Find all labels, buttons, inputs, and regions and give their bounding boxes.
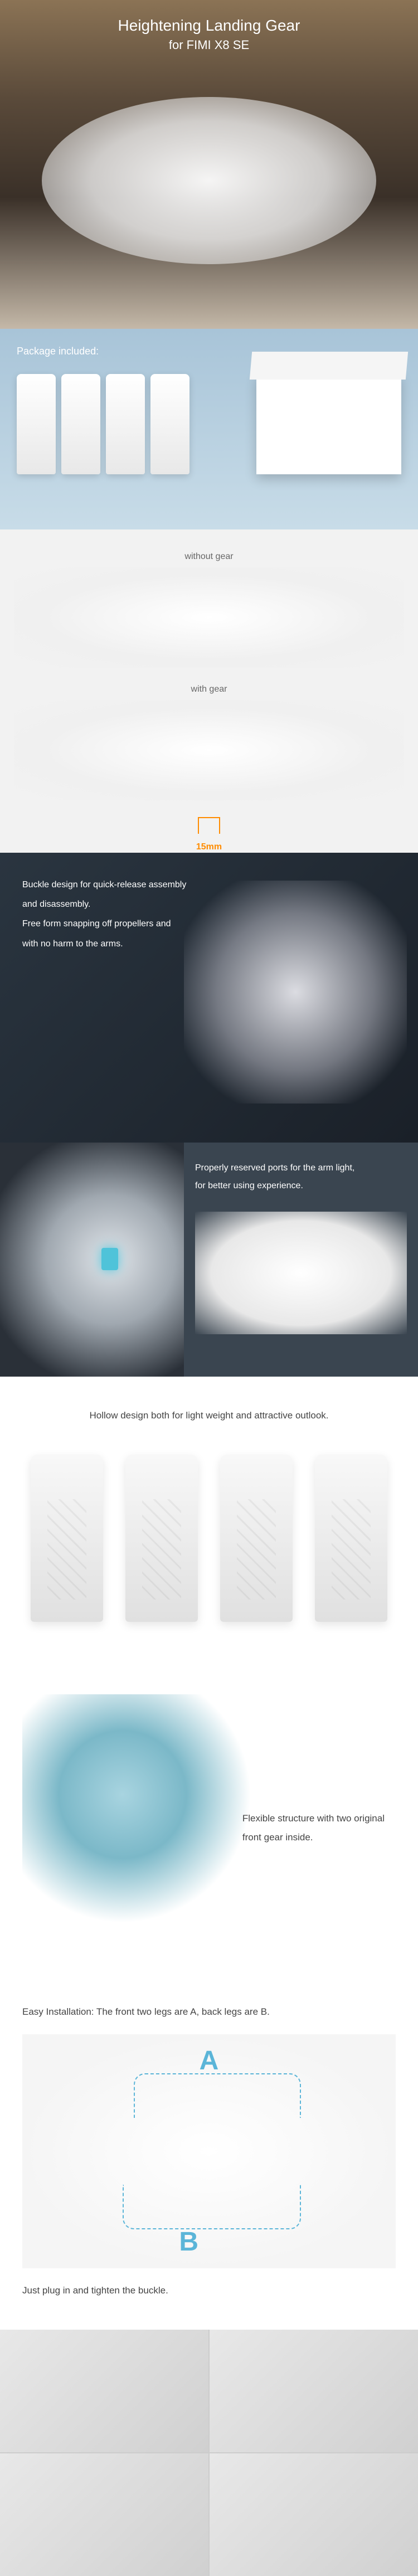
ports-right-panel: Properly reserved ports for the arm ligh… — [184, 1143, 418, 1377]
hero-drone-image — [42, 97, 376, 264]
hollow-caption: Hollow design both for light weight and … — [22, 1410, 396, 1421]
package-box-image — [256, 374, 401, 474]
ports-section: Properly reserved ports for the arm ligh… — [0, 1143, 418, 1377]
arm-light-indicator — [101, 1248, 118, 1270]
arrow-a-line — [134, 2073, 301, 2118]
with-gear-label: with gear — [11, 684, 407, 694]
install-photo-4 — [210, 2453, 418, 2576]
installation-photo-grid — [0, 2330, 418, 2576]
height-value: 15mm — [11, 842, 407, 852]
installation-section: Easy Installation: The front two legs ar… — [0, 1984, 418, 2330]
marker-a-label: A — [200, 2045, 219, 2076]
arm-light-closeup-image — [0, 1143, 184, 1377]
flexible-line: front gear inside. — [242, 1828, 385, 1847]
hero-subtitle: for FIMI X8 SE — [169, 38, 249, 52]
hollow-leg-image — [125, 1455, 198, 1622]
hollow-legs-group — [22, 1455, 396, 1622]
comparison-section: without gear with gear 15mm Effective he… — [0, 529, 418, 853]
arrow-b-line — [123, 2185, 301, 2229]
drone-with-gear-image — [14, 700, 404, 800]
hollow-leg-image — [315, 1455, 387, 1622]
landing-legs-group — [17, 374, 189, 474]
install-caption: Easy Installation: The front two legs ar… — [22, 2006, 396, 2018]
package-items — [17, 374, 401, 474]
drone-without-gear-image — [14, 567, 404, 668]
ports-line: for better using experience. — [195, 1177, 407, 1195]
install-photo-1 — [0, 2330, 208, 2452]
landing-leg-image — [150, 374, 189, 474]
marker-b-label: B — [179, 2227, 198, 2257]
buckle-closeup-image — [184, 881, 407, 1104]
landing-leg-image — [106, 374, 145, 474]
install-photo-3 — [0, 2453, 208, 2576]
without-gear-label: without gear — [11, 552, 407, 562]
install-diagram-image: A B — [22, 2034, 396, 2268]
ports-description: Properly reserved ports for the arm ligh… — [195, 1159, 407, 1195]
install-photo-2 — [210, 2330, 418, 2452]
hero-section: Heightening Landing Gear for FIMI X8 SE — [0, 0, 418, 329]
hollow-leg-image — [220, 1455, 293, 1622]
ports-line: Properly reserved ports for the arm ligh… — [195, 1159, 407, 1177]
height-indicator: 15mm — [11, 817, 407, 852]
hollow-leg-image — [31, 1455, 103, 1622]
flexible-structure-image — [22, 1694, 273, 1945]
hero-title: Heightening Landing Gear — [118, 17, 300, 35]
box-lid — [250, 352, 408, 380]
flexible-line: Flexible structure with two original — [242, 1809, 385, 1828]
buckle-section: Buckle design for quick-release assembly… — [0, 853, 418, 1143]
flexible-section: Flexible structure with two original fro… — [0, 1672, 418, 1984]
hollow-section: Hollow design both for light weight and … — [0, 1377, 418, 1672]
plugin-caption: Just plug in and tighten the buckle. — [22, 2285, 396, 2296]
flexible-description: Flexible structure with two original fro… — [242, 1809, 385, 1847]
landing-leg-image — [17, 374, 56, 474]
landing-leg-image — [61, 374, 100, 474]
height-arrow-icon — [198, 817, 220, 834]
package-section: Package included: — [0, 329, 418, 529]
drone-side-image — [195, 1212, 407, 1334]
